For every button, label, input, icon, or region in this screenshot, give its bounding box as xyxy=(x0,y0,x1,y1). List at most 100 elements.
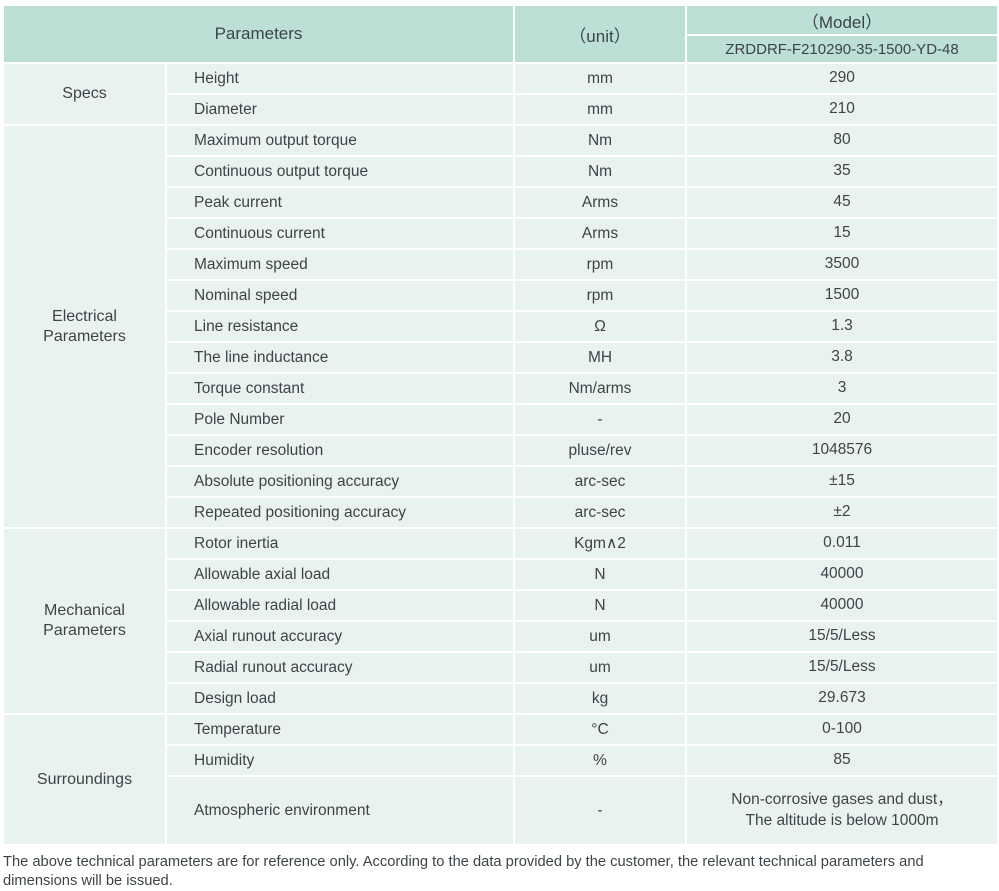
table-row: Design load kg 29.673 xyxy=(3,682,999,715)
value-cell: 3500 xyxy=(685,248,999,281)
unit-cell: N xyxy=(513,558,687,591)
table-row: The line inductance MH 3.8 xyxy=(3,341,999,374)
value-cell: 85 xyxy=(685,744,999,777)
unit-cell: Arms xyxy=(513,186,687,219)
value-cell: 0.011 xyxy=(685,527,999,560)
unit-cell: °C xyxy=(513,713,687,746)
parameter-name-cell: Torque constant xyxy=(165,372,515,405)
parameter-name-cell: Allowable axial load xyxy=(165,558,515,591)
table-row: Mechanical Parameters Rotor inertia Kgm∧2 0… xyxy=(2,527,999,715)
unit-cell: - xyxy=(513,403,687,436)
table-row: Line resistance Ω 1.3 xyxy=(3,310,999,343)
parameter-name-cell: Nominal speed xyxy=(165,279,515,312)
unit-cell: Nm xyxy=(513,124,687,157)
value-cell: 15 xyxy=(685,217,999,250)
table-row: Repeated positioning accuracy arc-sec ±2 xyxy=(3,496,999,529)
unit-cell: Arms xyxy=(513,217,687,250)
table-row: Torque constant Nm/arms 3 xyxy=(3,372,999,405)
parameter-name-cell: Rotor inertia xyxy=(165,527,515,560)
unit-cell: mm xyxy=(513,62,687,95)
footer-note: The above technical parameters are for r… xyxy=(3,854,924,890)
parameter-name-cell: Atmospheric environment xyxy=(165,775,515,846)
unit-cell: MH xyxy=(513,341,687,374)
parameter-name-cell: Radial runout accuracy xyxy=(165,651,515,684)
unit-cell: Ω xyxy=(513,310,687,343)
table-row: Encoder resolution pluse/rev 1048576 xyxy=(3,434,999,467)
parameter-name-cell: Allowable radial load xyxy=(165,589,515,622)
unit-cell: arc-sec xyxy=(513,465,687,498)
table-row: Specs Height mm 290 xyxy=(2,62,999,126)
header-model: （Model） xyxy=(685,4,999,36)
table-row: Continuous current Arms 15 xyxy=(3,217,999,250)
unit-cell: N xyxy=(513,589,687,622)
unit-cell: um xyxy=(513,620,687,653)
spec-table-container: Parameters （unit） （Model） ZRDDRF-F210290… xyxy=(2,4,999,846)
parameter-name-cell: Encoder resolution xyxy=(165,434,515,467)
value-cell: Non-corrosive gases and dust， The altitud… xyxy=(685,775,999,846)
table-row: Humidity% 85 xyxy=(3,744,999,777)
header-unit: （unit） xyxy=(513,4,687,64)
unit-cell: pluse/rev xyxy=(513,434,687,467)
parameter-name-cell: Line resistance xyxy=(165,310,515,343)
table-row: Electrical Parameters Maximum output torq… xyxy=(2,124,999,529)
parameters-table: Parameters （unit） （Model） ZRDDRF-F210290… xyxy=(2,4,999,846)
table-row: Maximum speed rpm 3500 xyxy=(3,248,999,281)
table-row: Pole Number -20 xyxy=(3,403,999,436)
unit-cell: Kgm∧2 xyxy=(513,527,687,560)
table-header: Parameters （unit） （Model） ZRDDRF-F210290… xyxy=(2,4,999,64)
value-cell: 3 xyxy=(685,372,999,405)
value-cell: 1500 xyxy=(685,279,999,312)
value-cell: 80 xyxy=(685,124,999,157)
group-cell-mechanical-parameters: Mechanical Parameters xyxy=(2,527,167,715)
unit-cell: % xyxy=(513,744,687,777)
parameter-name-cell: The line inductance xyxy=(165,341,515,374)
group-cell-electrical-parameters: Electrical Parameters xyxy=(2,124,167,529)
parameter-name-cell: Continuous output torque xyxy=(165,155,515,188)
value-cell: 210 xyxy=(685,93,999,126)
unit-cell: Nm xyxy=(513,155,687,188)
table-row: Continuous output torque Nm 35 xyxy=(3,155,999,188)
unit-cell: mm xyxy=(513,93,687,126)
parameter-name-cell: Repeated positioning accuracy xyxy=(165,496,515,529)
parameter-name-cell: Absolute positioning accuracy xyxy=(165,465,515,498)
value-cell: 3.8 xyxy=(685,341,999,374)
group-cell-surroundings: Surroundings xyxy=(2,713,167,846)
table-row: Surroundings Temperature °C 0-100 xyxy=(2,713,999,846)
parameter-name-cell: Maximum speed xyxy=(165,248,515,281)
model-number: ZRDDRF-F210290-35-1500-YD-48 xyxy=(685,34,999,64)
parameter-name-cell: Continuous current xyxy=(165,217,515,250)
unit-cell: kg xyxy=(513,682,687,715)
parameter-name-cell: Humidity xyxy=(165,744,515,777)
value-cell: ±15 xyxy=(685,465,999,498)
value-cell: 15/5/Less xyxy=(685,651,999,684)
unit-cell: - xyxy=(513,775,687,846)
value-cell: 0-100 xyxy=(685,713,999,746)
parameter-name-cell: Temperature xyxy=(165,713,515,746)
unit-cell: rpm xyxy=(513,248,687,281)
value-cell: 35 xyxy=(685,155,999,188)
value-cell: 290 xyxy=(685,62,999,95)
value-cell: 1048576 xyxy=(685,434,999,467)
parameter-name-cell: Maximum output torque xyxy=(165,124,515,157)
parameter-name-cell: Axial runout accuracy xyxy=(165,620,515,653)
value-cell: ±2 xyxy=(685,496,999,529)
table-row: Axial runout accuracy um 15/5/Less xyxy=(3,620,999,653)
value-cell: 29.673 xyxy=(685,682,999,715)
table-row: Allowable axial load N 40000 xyxy=(3,558,999,591)
table-body: Specs Height mm 290 Diameter mm 210 Electrical … xyxy=(2,62,999,846)
unit-cell: arc-sec xyxy=(513,496,687,529)
group-cell-specs: Specs xyxy=(2,62,167,126)
table-row: Radial runout accuracy um 15/5/Less xyxy=(3,651,999,684)
value-cell: 40000 xyxy=(685,589,999,622)
value-cell: 40000 xyxy=(685,558,999,591)
parameter-name-cell: Peak current xyxy=(165,186,515,219)
value-cell: 45 xyxy=(685,186,999,219)
table-row: Atmospheric environment - Non-corrosive ga… xyxy=(3,775,999,846)
table-row: Nominal speed rpm 1500 xyxy=(3,279,999,312)
parameter-name-cell: Design load xyxy=(165,682,515,715)
value-cell: 15/5/Less xyxy=(685,620,999,653)
unit-cell: um xyxy=(513,651,687,684)
value-cell: 1.3 xyxy=(685,310,999,343)
parameter-name-cell: Height xyxy=(165,62,515,95)
parameter-name-cell: Diameter xyxy=(165,93,515,126)
